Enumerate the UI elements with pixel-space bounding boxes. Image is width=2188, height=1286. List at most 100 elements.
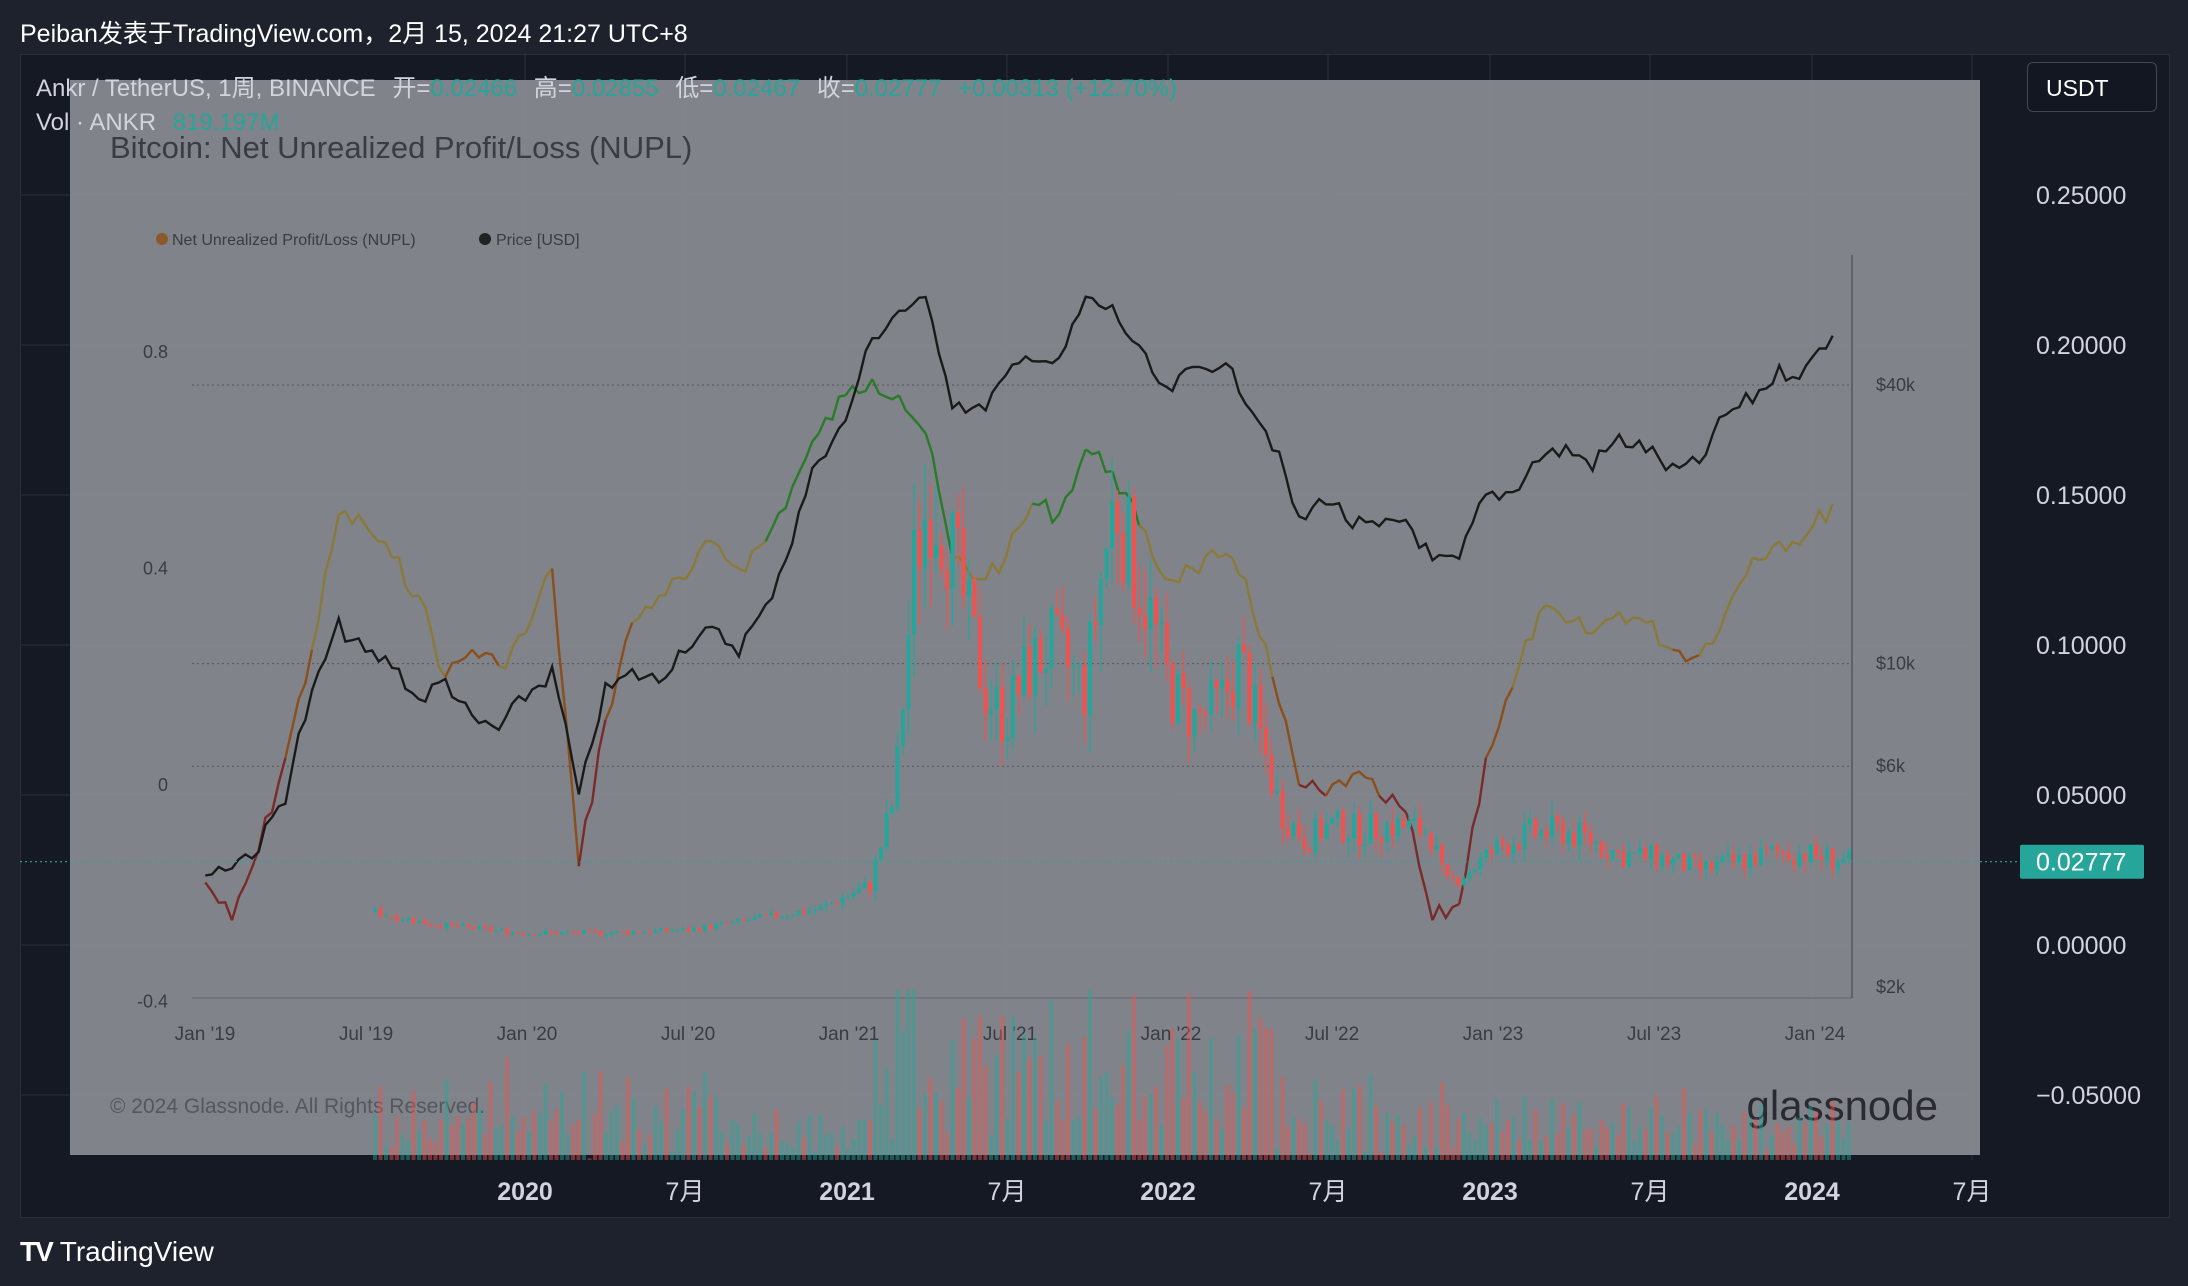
candle-body[interactable] <box>1044 668 1048 673</box>
candle-body[interactable] <box>565 931 570 933</box>
candle-body[interactable] <box>1671 858 1675 865</box>
candle-body[interactable] <box>1742 854 1747 869</box>
candle-body[interactable] <box>433 925 438 927</box>
candle-body[interactable] <box>1489 849 1494 855</box>
candle-body[interactable] <box>1401 818 1406 828</box>
candle-body[interactable] <box>747 919 751 921</box>
candle-body[interactable] <box>890 807 894 814</box>
candle-body[interactable] <box>373 908 377 912</box>
candle-body[interactable] <box>851 893 856 897</box>
candle-body[interactable] <box>455 924 460 927</box>
candle-body[interactable] <box>1209 679 1213 715</box>
candle-body[interactable] <box>1638 848 1642 853</box>
candle-body[interactable] <box>873 859 878 892</box>
candle-body[interactable] <box>1825 848 1829 861</box>
candle-body[interactable] <box>1154 598 1158 625</box>
candle-body[interactable] <box>1033 637 1037 697</box>
candle-body[interactable] <box>560 932 564 935</box>
candle-body[interactable] <box>1726 854 1730 857</box>
candle-body[interactable] <box>1341 810 1345 843</box>
candle-body[interactable] <box>1390 822 1395 836</box>
candle-body[interactable] <box>719 922 724 924</box>
candle-body[interactable] <box>1649 845 1653 859</box>
candle-body[interactable] <box>752 917 757 920</box>
candle-body[interactable] <box>1198 708 1202 713</box>
candle-body[interactable] <box>1170 663 1175 723</box>
candle-body[interactable] <box>989 709 993 715</box>
candle-body[interactable] <box>620 931 625 933</box>
candle-body[interactable] <box>576 932 581 934</box>
candle-body[interactable] <box>901 709 905 746</box>
candle-body[interactable] <box>653 930 658 933</box>
candle-body[interactable] <box>1533 819 1538 837</box>
candle-body[interactable] <box>1066 628 1070 668</box>
candle-body[interactable] <box>1181 673 1186 689</box>
candle-body[interactable] <box>1654 845 1659 867</box>
candle-body[interactable] <box>1330 818 1334 824</box>
candle-body[interactable] <box>818 906 823 910</box>
candle-body[interactable] <box>1313 818 1318 852</box>
candle-body[interactable] <box>1082 665 1087 716</box>
candle-body[interactable] <box>1814 844 1818 857</box>
candle-body[interactable] <box>1786 852 1791 860</box>
candle-body[interactable] <box>862 882 867 889</box>
candle-body[interactable] <box>807 910 812 914</box>
candle-body[interactable] <box>730 921 735 924</box>
candle-body[interactable] <box>917 529 922 568</box>
candle-body[interactable] <box>972 578 977 617</box>
candle-body[interactable] <box>1737 854 1741 862</box>
candle-body[interactable] <box>1792 859 1796 866</box>
candle-body[interactable] <box>1385 822 1389 843</box>
candle-body[interactable] <box>1280 790 1285 830</box>
candle-body[interactable] <box>1253 685 1257 723</box>
candle-body[interactable] <box>1753 854 1758 866</box>
candle-body[interactable] <box>1462 878 1466 886</box>
candle-body[interactable] <box>1451 876 1455 878</box>
candle-body[interactable] <box>1764 848 1769 850</box>
candle-body[interactable] <box>505 929 509 935</box>
candle-body[interactable] <box>1220 679 1224 688</box>
candle-body[interactable] <box>1297 823 1301 839</box>
candle-body[interactable] <box>879 847 883 860</box>
candle-body[interactable] <box>1005 737 1010 742</box>
candle-body[interactable] <box>1368 813 1373 844</box>
candle-body[interactable] <box>840 898 845 905</box>
candle-body[interactable] <box>1225 679 1230 692</box>
candle-body[interactable] <box>1676 853 1681 859</box>
candle-body[interactable] <box>741 919 746 921</box>
candle-body[interactable] <box>1847 849 1851 859</box>
candle-body[interactable] <box>884 813 889 848</box>
footer-brand[interactable]: TV TradingView <box>20 1236 214 1268</box>
candle-body[interactable] <box>1770 846 1774 849</box>
candle-body[interactable] <box>912 529 916 635</box>
candle-body[interactable] <box>928 519 933 559</box>
symbol-name[interactable]: Ankr / TetherUS, 1周, BINANCE <box>36 75 376 102</box>
candle-body[interactable] <box>1286 829 1290 837</box>
candle-body[interactable] <box>1731 854 1736 862</box>
candle-body[interactable] <box>444 922 449 928</box>
candle-body[interactable] <box>1242 644 1246 653</box>
candle-body[interactable] <box>1775 846 1780 852</box>
candle-body[interactable] <box>642 932 647 934</box>
candle-body[interactable] <box>532 933 537 936</box>
candle-body[interactable] <box>1269 754 1274 793</box>
candle-body[interactable] <box>626 931 630 935</box>
candle-body[interactable] <box>516 932 520 934</box>
candle-body[interactable] <box>1137 607 1142 616</box>
candle-body[interactable] <box>648 932 652 934</box>
candle-body[interactable] <box>1539 830 1543 837</box>
candle-body[interactable] <box>488 927 493 931</box>
candle-body[interactable] <box>422 920 427 925</box>
candle-body[interactable] <box>510 932 515 935</box>
candle-body[interactable] <box>1236 644 1241 708</box>
candle-body[interactable] <box>906 634 911 710</box>
candle-body[interactable] <box>1759 848 1763 866</box>
candle-body[interactable] <box>967 578 971 597</box>
candle-body[interactable] <box>1797 854 1802 866</box>
candle-body[interactable] <box>1621 851 1626 867</box>
candle-body[interactable] <box>1335 810 1340 819</box>
candle-body[interactable] <box>1478 857 1483 870</box>
candle-body[interactable] <box>1594 841 1598 844</box>
candle-body[interactable] <box>1495 840 1499 855</box>
candle-body[interactable] <box>686 928 691 932</box>
